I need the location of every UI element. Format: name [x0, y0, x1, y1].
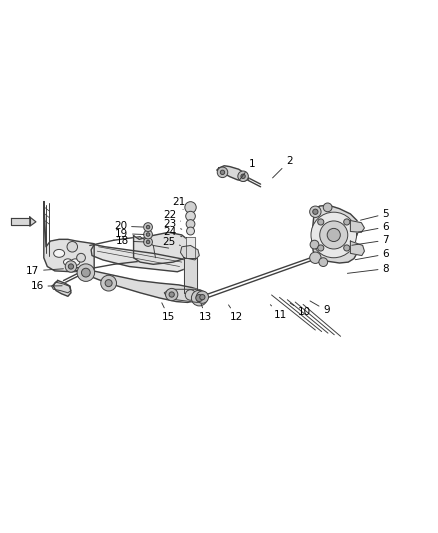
Polygon shape [312, 205, 359, 263]
Circle shape [77, 253, 85, 262]
Text: 15: 15 [162, 303, 175, 322]
Circle shape [344, 245, 350, 251]
Circle shape [318, 219, 324, 225]
Text: 20: 20 [114, 221, 143, 231]
Circle shape [318, 245, 324, 251]
Circle shape [81, 268, 90, 277]
Text: 18: 18 [116, 236, 144, 246]
Circle shape [320, 221, 348, 249]
Circle shape [217, 167, 228, 177]
Circle shape [344, 219, 350, 225]
Text: 10: 10 [290, 303, 311, 318]
Polygon shape [44, 201, 94, 272]
Circle shape [238, 171, 248, 182]
Circle shape [185, 201, 196, 213]
Circle shape [101, 275, 117, 291]
Polygon shape [134, 232, 191, 264]
Text: 9: 9 [310, 301, 330, 316]
Circle shape [65, 261, 77, 272]
Circle shape [146, 240, 150, 244]
Circle shape [310, 206, 321, 217]
Circle shape [146, 233, 150, 236]
Circle shape [310, 240, 319, 249]
Polygon shape [350, 221, 364, 232]
Text: 13: 13 [199, 304, 212, 322]
Text: 25: 25 [162, 237, 180, 247]
Polygon shape [30, 217, 36, 226]
Text: 22: 22 [163, 210, 180, 221]
Ellipse shape [53, 249, 65, 257]
Text: 21: 21 [172, 197, 185, 209]
Circle shape [146, 225, 150, 229]
Circle shape [310, 252, 321, 263]
Circle shape [77, 264, 95, 281]
Circle shape [313, 209, 318, 214]
Text: 17: 17 [26, 266, 64, 276]
Text: 8: 8 [347, 264, 389, 273]
Text: 23: 23 [163, 219, 182, 229]
Circle shape [327, 229, 340, 241]
Circle shape [196, 291, 208, 303]
Polygon shape [53, 280, 71, 296]
Polygon shape [52, 282, 71, 293]
Circle shape [105, 280, 112, 287]
Text: 7: 7 [352, 235, 389, 245]
Circle shape [187, 227, 194, 235]
Circle shape [319, 258, 328, 266]
Text: 6: 6 [355, 249, 389, 260]
Circle shape [186, 211, 195, 221]
Circle shape [241, 174, 245, 179]
Circle shape [144, 238, 152, 246]
Polygon shape [186, 237, 195, 258]
Polygon shape [91, 245, 193, 272]
Text: 1: 1 [240, 159, 255, 180]
Circle shape [185, 290, 196, 300]
Text: 16: 16 [31, 281, 62, 291]
Circle shape [323, 203, 332, 212]
Polygon shape [217, 166, 249, 181]
Circle shape [67, 241, 78, 252]
Circle shape [186, 220, 195, 229]
Circle shape [68, 264, 74, 269]
Polygon shape [180, 246, 199, 260]
Text: 11: 11 [270, 305, 287, 320]
Circle shape [196, 295, 203, 302]
Circle shape [191, 290, 207, 306]
Polygon shape [184, 258, 197, 293]
Ellipse shape [71, 259, 80, 265]
Text: 19: 19 [115, 229, 144, 239]
Ellipse shape [64, 259, 72, 265]
Polygon shape [164, 289, 208, 302]
Polygon shape [11, 219, 30, 225]
Text: 12: 12 [229, 305, 243, 322]
Circle shape [200, 295, 205, 300]
Text: 24: 24 [163, 228, 182, 237]
Text: 6: 6 [358, 222, 389, 232]
Polygon shape [350, 241, 364, 255]
Circle shape [169, 292, 174, 297]
Text: 5: 5 [360, 209, 389, 220]
Text: 2: 2 [272, 156, 293, 178]
Circle shape [311, 212, 357, 258]
Circle shape [220, 170, 225, 174]
Polygon shape [74, 268, 202, 302]
Circle shape [166, 288, 178, 301]
Circle shape [144, 230, 152, 239]
Circle shape [144, 223, 152, 231]
